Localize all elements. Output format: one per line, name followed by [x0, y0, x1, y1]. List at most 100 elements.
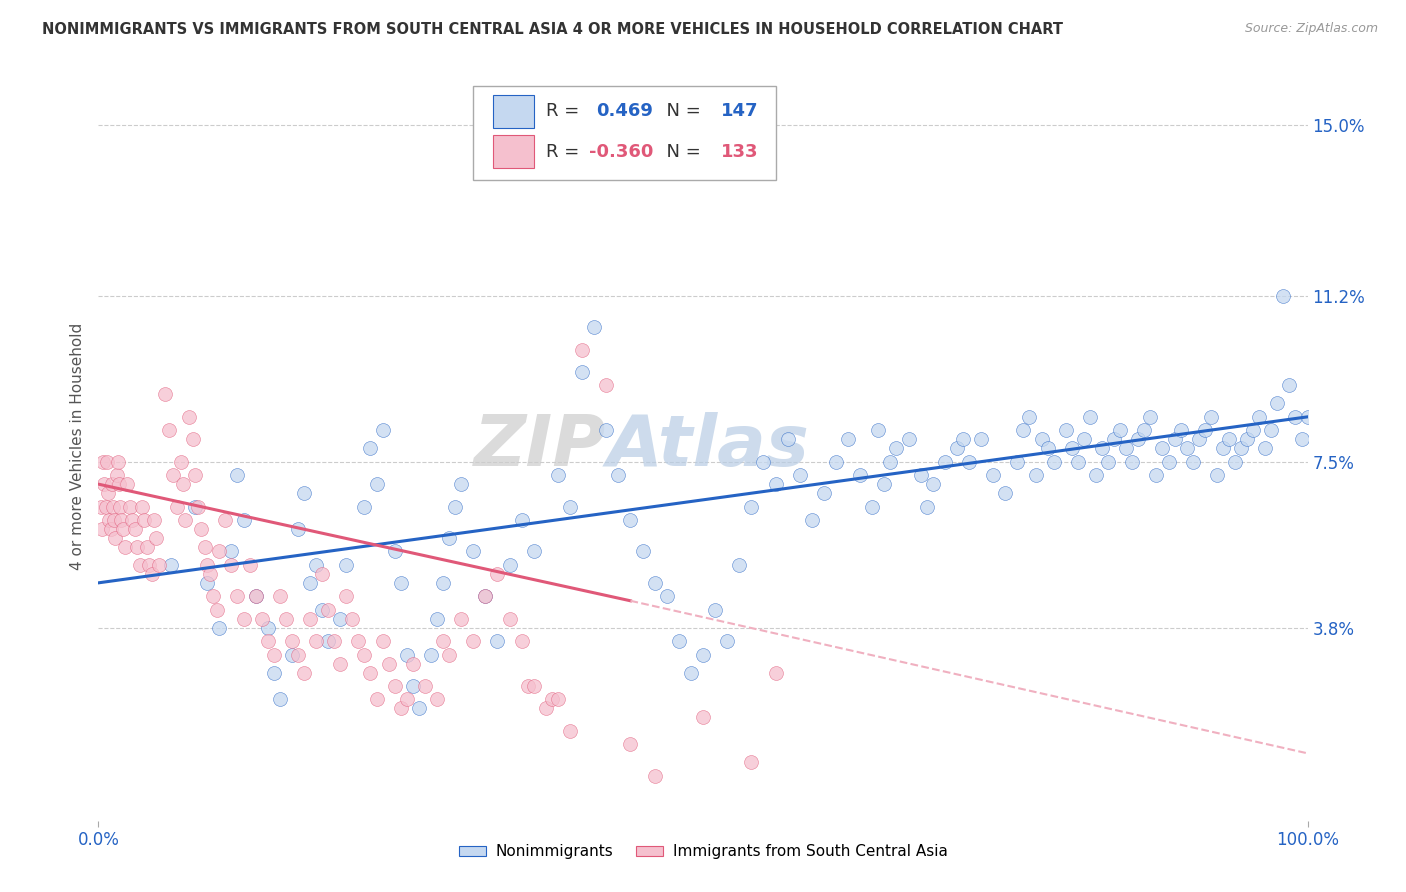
Point — [311, 603, 333, 617]
Point — [1206, 468, 1229, 483]
Point — [1272, 288, 1295, 302]
Point — [232, 612, 254, 626]
Point — [1199, 409, 1222, 424]
Point — [952, 432, 974, 446]
Point — [994, 486, 1017, 500]
Point — [299, 575, 322, 590]
Point — [946, 442, 969, 456]
Point — [910, 468, 932, 483]
Point — [90, 500, 112, 514]
Point — [184, 500, 207, 514]
Point — [1223, 455, 1246, 469]
Point — [547, 692, 569, 706]
Point — [1241, 423, 1264, 437]
Point — [292, 486, 315, 500]
Point — [498, 558, 520, 572]
Point — [450, 477, 472, 491]
Point — [1146, 468, 1168, 483]
Point — [108, 477, 131, 491]
Legend: Nonimmigrants, Immigrants from South Central Asia: Nonimmigrants, Immigrants from South Cen… — [453, 838, 953, 865]
Point — [1181, 455, 1204, 469]
Point — [704, 603, 727, 617]
Text: N =: N = — [655, 102, 706, 120]
Text: NONIMMIGRANTS VS IMMIGRANTS FROM SOUTH CENTRAL ASIA 4 OR MORE VEHICLES IN HOUSEH: NONIMMIGRANTS VS IMMIGRANTS FROM SOUTH C… — [42, 22, 1063, 37]
Point — [1296, 409, 1319, 424]
Point — [124, 522, 146, 536]
Point — [849, 468, 872, 483]
Point — [1284, 409, 1306, 424]
Point — [1115, 442, 1137, 456]
Point — [202, 590, 225, 604]
Point — [776, 432, 799, 446]
Point — [607, 468, 630, 483]
Point — [135, 540, 157, 554]
Point — [571, 343, 593, 357]
FancyBboxPatch shape — [492, 95, 534, 128]
Point — [879, 455, 901, 469]
Point — [1067, 455, 1090, 469]
Point — [813, 486, 835, 500]
Text: ZIP: ZIP — [474, 411, 606, 481]
Point — [141, 566, 163, 581]
Point — [366, 477, 388, 491]
Point — [450, 612, 472, 626]
Point — [190, 522, 212, 536]
Point — [384, 544, 406, 558]
Point — [274, 612, 297, 626]
Point — [510, 513, 533, 527]
Point — [655, 590, 678, 604]
Text: -0.360: -0.360 — [589, 143, 654, 161]
Point — [547, 468, 569, 483]
Point — [619, 513, 641, 527]
Point — [1012, 423, 1035, 437]
Point — [474, 590, 496, 604]
Point — [166, 500, 188, 514]
Point — [221, 558, 243, 572]
Point — [752, 455, 775, 469]
Point — [97, 486, 120, 500]
Point — [335, 558, 357, 572]
Point — [148, 558, 170, 572]
Point — [389, 575, 412, 590]
Point — [981, 468, 1004, 483]
Point — [181, 432, 204, 446]
Point — [100, 477, 122, 491]
Point — [1054, 423, 1077, 437]
Point — [1121, 455, 1143, 469]
Point — [1230, 442, 1253, 456]
Point — [619, 737, 641, 751]
Point — [281, 648, 304, 662]
Point — [195, 575, 218, 590]
Point — [426, 612, 449, 626]
FancyBboxPatch shape — [474, 87, 776, 180]
Point — [463, 544, 485, 558]
Point — [395, 692, 418, 706]
Point — [172, 477, 194, 491]
Point — [534, 701, 557, 715]
Point — [1278, 378, 1301, 392]
Point — [329, 657, 352, 671]
Point — [837, 432, 859, 446]
Point — [1152, 442, 1174, 456]
Y-axis label: 4 or more Vehicles in Household: 4 or more Vehicles in Household — [69, 322, 84, 570]
Point — [921, 477, 943, 491]
Point — [389, 701, 412, 715]
Point — [194, 540, 217, 554]
Point — [263, 665, 285, 680]
Point — [631, 544, 654, 558]
Point — [174, 513, 197, 527]
Point — [716, 634, 738, 648]
Point — [934, 455, 956, 469]
Point — [371, 634, 394, 648]
Text: R =: R = — [546, 143, 585, 161]
Text: Atlas: Atlas — [606, 411, 808, 481]
Point — [226, 590, 249, 604]
Point — [256, 634, 278, 648]
Point — [540, 692, 562, 706]
Point — [110, 513, 132, 527]
Point — [256, 621, 278, 635]
Point — [323, 634, 346, 648]
Point — [595, 423, 617, 437]
Point — [169, 455, 191, 469]
Point — [1175, 442, 1198, 456]
